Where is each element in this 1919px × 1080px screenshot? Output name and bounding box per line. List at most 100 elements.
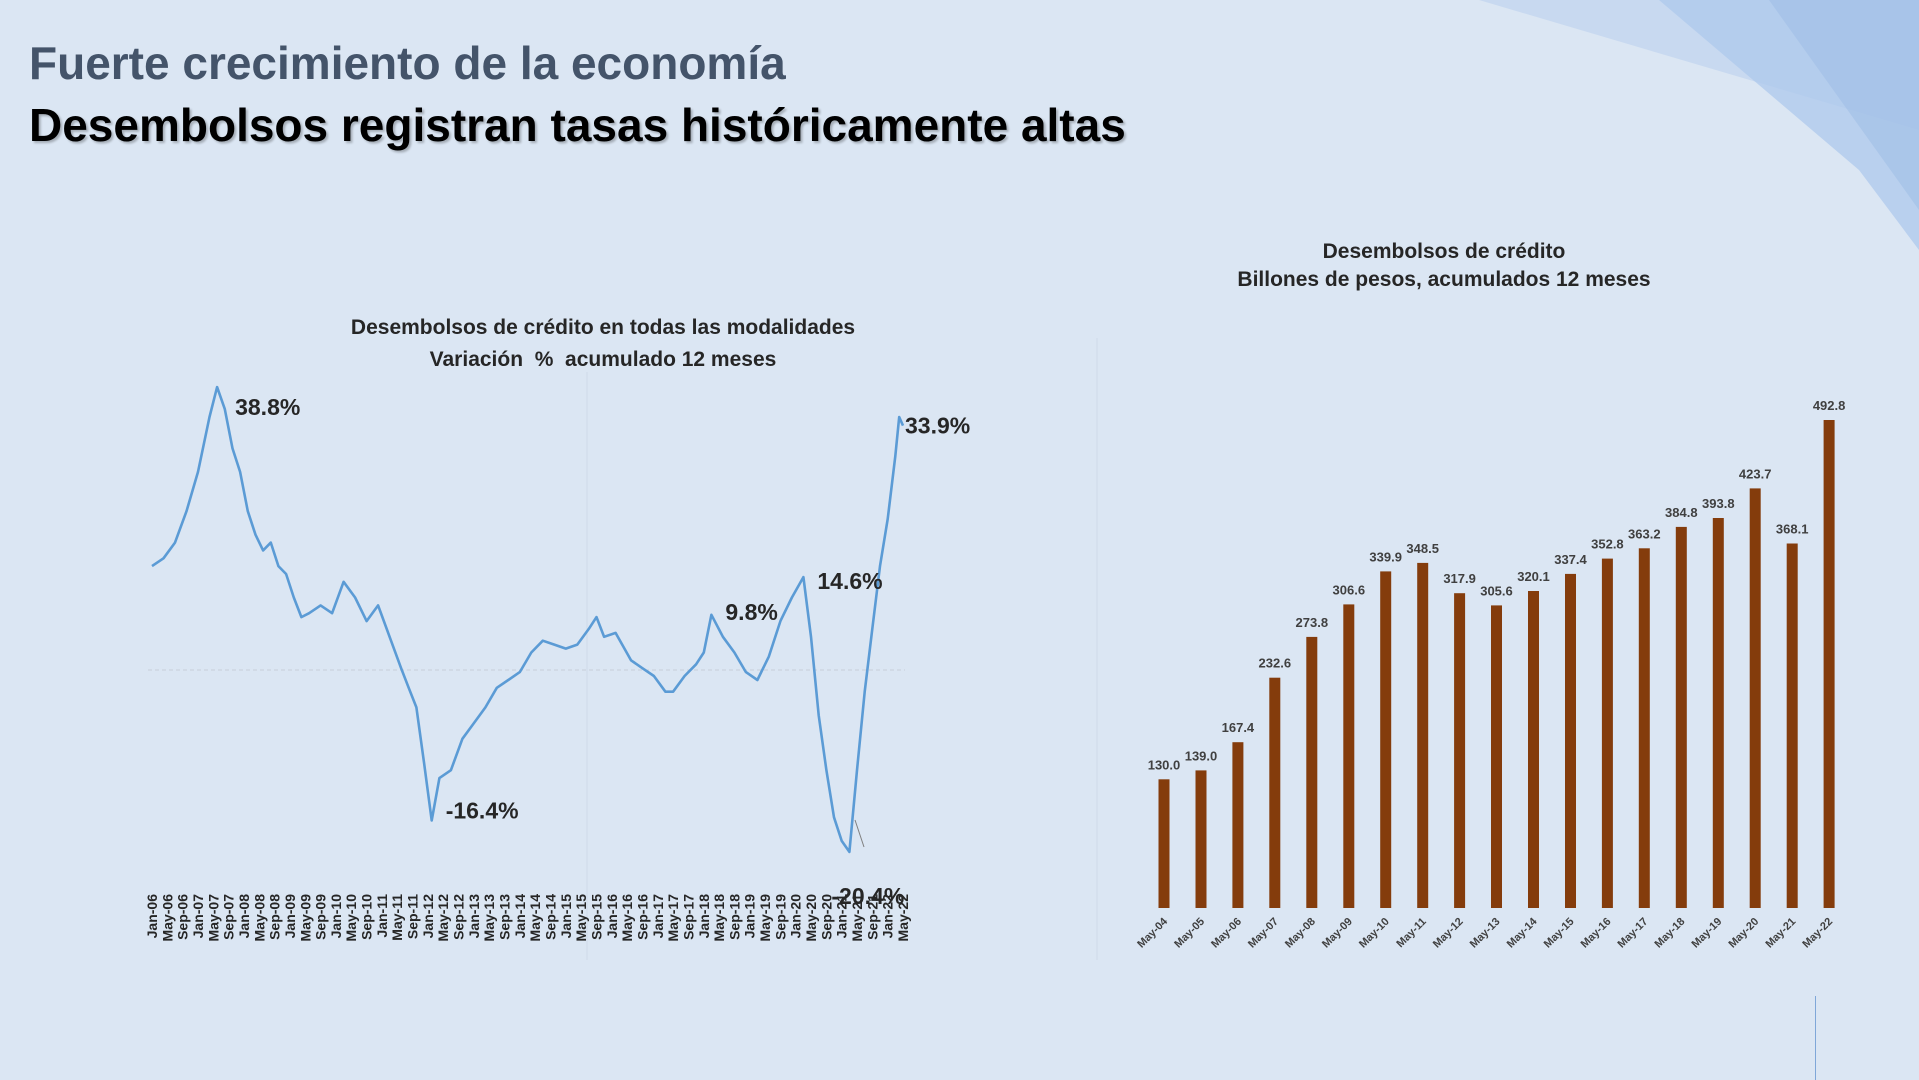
bar-value-label: 139.0: [1185, 748, 1218, 763]
bar: [1786, 543, 1798, 908]
bar-category-label: May-17: [1616, 916, 1651, 951]
bar-category-label: May-04: [1135, 915, 1170, 950]
bar-chart: Desembolsos de crédito Billones de pesos…: [1135, 240, 1845, 950]
x-tick-label: Sep-06: [175, 894, 191, 940]
bar-value-label: 305.6: [1480, 583, 1513, 598]
data-label: 9.8%: [725, 599, 777, 625]
line-chart: Desembolsos de crédito en todas las moda…: [144, 316, 970, 960]
x-tick-label: Sep-11: [405, 894, 421, 939]
bar-value-label: 232.6: [1259, 656, 1292, 671]
x-tick-label: Jan-06: [144, 894, 160, 939]
x-tick-label: Jan-20: [788, 894, 804, 939]
x-tick-label: May-07: [205, 894, 221, 942]
x-tick-label: Jan-14: [512, 894, 528, 939]
x-tick-label: Jan-15: [558, 894, 574, 939]
bar: [1306, 636, 1318, 908]
bar: [1675, 526, 1687, 908]
x-tick-label: May-14: [527, 894, 543, 942]
bar: [1343, 604, 1355, 908]
x-tick-label: May-21: [849, 894, 865, 942]
bar-value-label: 352.8: [1591, 537, 1624, 552]
data-label: 33.9%: [905, 413, 970, 439]
x-tick-label: Sep-16: [634, 894, 650, 940]
bar: [1565, 573, 1576, 908]
bar-value-label: 130.0: [1148, 757, 1181, 772]
bar: [1712, 518, 1724, 908]
bar-value-label: 273.8: [1296, 615, 1329, 630]
bar-value-label: 393.8: [1702, 496, 1735, 511]
bar-value-label: 384.8: [1665, 505, 1698, 520]
x-tick-label: May-12: [435, 894, 451, 942]
x-tick-label: Sep-15: [589, 894, 605, 940]
x-tick-label: May-15: [573, 894, 589, 942]
x-tick-label: Jan-19: [742, 894, 758, 939]
bar-category-label: May-22: [1800, 916, 1835, 951]
line-annotations: 38.8% -16.4% 9.8% 14.6% -20.4% 33.9%: [235, 394, 970, 909]
bar-value-label: 167.4: [1222, 720, 1255, 735]
line-chart-subtitle: Variación % acumulado 12 meses: [430, 348, 777, 371]
x-tick-label: Jan-17: [650, 894, 666, 939]
bar-category-label: May-09: [1320, 916, 1355, 951]
x-tick-label: May-13: [481, 894, 497, 942]
page-title: Fuerte crecimiento de la economía: [29, 37, 786, 89]
x-tick-label: Sep-18: [726, 894, 742, 940]
bar-value-label: 306.6: [1333, 582, 1366, 597]
bar-category-label: May-07: [1246, 916, 1281, 951]
x-tick-label: Sep-20: [818, 894, 834, 940]
bar-chart-title: Desembolsos de crédito: [1323, 240, 1566, 263]
x-tick-label: Sep-10: [359, 894, 375, 940]
x-tick-label: May-10: [343, 894, 359, 942]
bar-category-label: May-20: [1726, 916, 1761, 951]
series-line: [151, 385, 905, 854]
bar: [1749, 488, 1761, 908]
bar-category-label: May-16: [1579, 916, 1614, 951]
x-tick-label: Jan-18: [696, 894, 712, 939]
x-tick-label: Sep-07: [221, 894, 237, 940]
bar-value-label: 363.2: [1628, 526, 1661, 541]
bar-category-label: May-13: [1468, 916, 1503, 951]
x-tick-label: May-11: [389, 894, 405, 941]
bar: [1232, 742, 1244, 908]
x-tick-label: Sep-14: [543, 894, 559, 940]
x-tick-label: Sep-21: [864, 894, 880, 940]
bar: [1269, 677, 1281, 908]
x-tick-label: Jan-12: [420, 894, 436, 939]
x-tick-label: Sep-13: [497, 894, 513, 940]
x-tick-label: May-19: [757, 894, 773, 942]
leader-line: [854, 819, 865, 848]
bar-category-label: May-21: [1763, 916, 1798, 951]
x-tick-label: May-06: [159, 894, 175, 942]
x-tick-label: May-16: [619, 894, 635, 942]
bar-category-label: May-12: [1431, 916, 1466, 951]
x-tick-label: Jan-13: [466, 894, 482, 939]
line-chart-title: Desembolsos de crédito en todas las moda…: [351, 316, 855, 339]
x-tick-label: May-17: [665, 894, 681, 942]
x-tick-label: Sep-12: [451, 894, 467, 940]
data-label: 38.8%: [235, 394, 300, 420]
x-tick-label: Sep-17: [680, 894, 696, 940]
bar-chart-subtitle: Billones de pesos, acumulados 12 meses: [1237, 268, 1650, 291]
line-x-axis-ticks: Jan-06 May-06 Sep-06 Jan-07 May-07 Sep-07 Jan-…: [144, 894, 911, 942]
bar: [1380, 571, 1392, 908]
x-tick-label: Jan-11: [374, 894, 390, 938]
x-tick-label: Jan-16: [604, 894, 620, 939]
bar: [1528, 591, 1539, 908]
bar-value-label: 492.8: [1813, 398, 1846, 413]
bar-category-label: May-06: [1209, 916, 1244, 951]
x-tick-label: May-18: [711, 894, 727, 942]
bar-category-label: May-14: [1505, 915, 1540, 950]
bar-value-label: 320.1: [1517, 569, 1550, 584]
x-tick-label: Jan-22: [880, 894, 896, 939]
bar: [1823, 420, 1835, 908]
bar: [1601, 558, 1613, 908]
x-tick-label: May-20: [803, 894, 819, 942]
x-tick-label: Sep-09: [313, 894, 329, 940]
bar: [1454, 593, 1466, 908]
bar-value-label: 339.9: [1369, 549, 1402, 564]
x-tick-label: Jan-10: [328, 894, 344, 939]
bar-value-label: 423.7: [1739, 466, 1772, 481]
x-tick-label: Jan-21: [834, 894, 850, 939]
bar-category-label: May-05: [1172, 916, 1207, 951]
bar: [1638, 548, 1650, 908]
